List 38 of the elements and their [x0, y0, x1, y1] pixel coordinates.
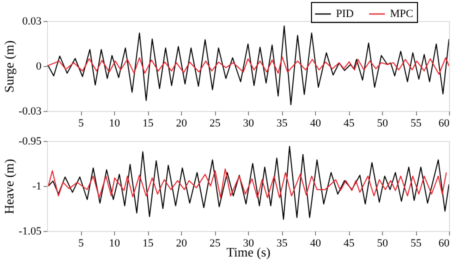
x-tick-label: 25: [210, 118, 221, 130]
legend-label: MPC: [390, 8, 414, 20]
y-tick-label: -1.05: [18, 226, 42, 238]
x-tick-label: 5: [78, 118, 84, 130]
x-tick-label: 40: [310, 238, 322, 250]
x-tick-label: 10: [109, 118, 120, 130]
x-tick-label: 20: [176, 118, 188, 130]
y-axis-title: Surge (m): [2, 40, 17, 93]
y-tick-label: -0.03: [18, 106, 42, 118]
x-tick-label: 35: [276, 238, 288, 250]
x-tick-label: 5: [78, 238, 84, 250]
line-series: [48, 168, 447, 198]
y-axis-title: Heave (m): [2, 158, 17, 214]
y-tick-label: -1: [32, 180, 42, 192]
x-tick-label: 25: [210, 238, 221, 250]
x-tick-label: 30: [243, 118, 254, 130]
x-tick-label: 45: [344, 118, 355, 130]
y-tick-label: 0.03: [22, 16, 42, 28]
x-tick-label: 35: [276, 118, 288, 130]
x-tick-label: 60: [438, 238, 450, 250]
x-tick-label: 55: [410, 238, 422, 250]
line-series: [47, 56, 449, 75]
x-tick-label: 55: [410, 118, 422, 130]
line-series: [48, 146, 449, 220]
y-tick-label: -0.95: [18, 136, 42, 148]
x-tick-label: 50: [377, 118, 388, 130]
line-series: [48, 25, 449, 106]
x-tick-label: 10: [109, 238, 120, 250]
x-tick-label: 50: [377, 238, 388, 250]
legend-label: PID: [336, 8, 354, 20]
x-tick-label: 30: [243, 238, 254, 250]
x-tick-label: 40: [310, 118, 322, 130]
x-tick-label: 60: [438, 118, 450, 130]
x-tick-label: 20: [176, 238, 188, 250]
x-tick-label: 15: [142, 118, 154, 130]
x-tick-label: 45: [344, 238, 355, 250]
x-tick-label: 15: [142, 238, 154, 250]
y-tick-label: 0: [36, 60, 42, 72]
